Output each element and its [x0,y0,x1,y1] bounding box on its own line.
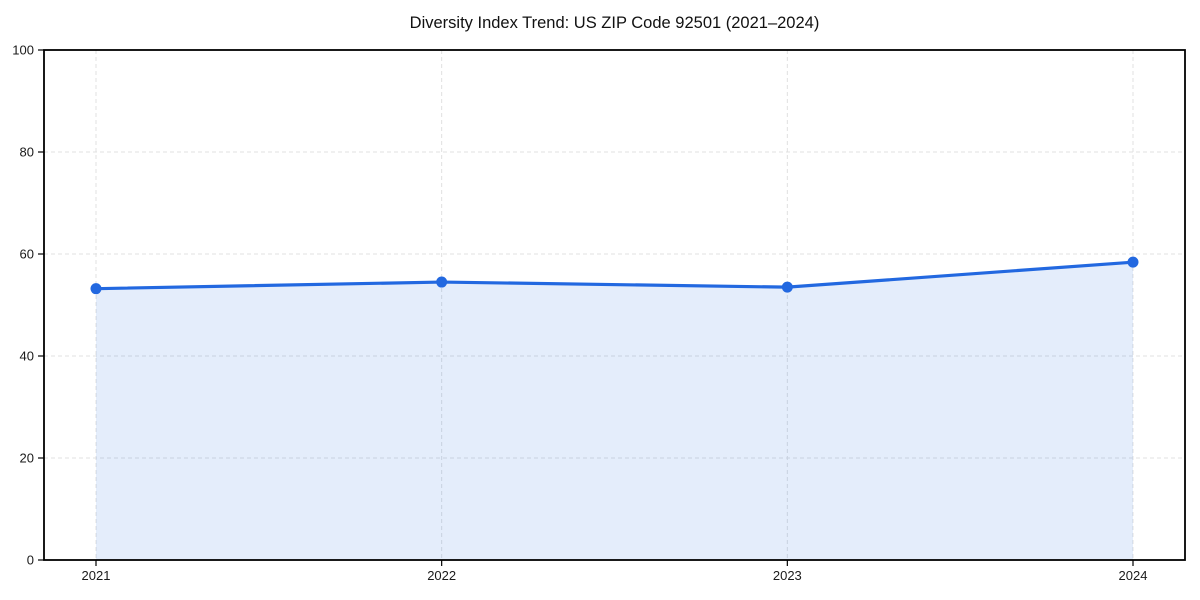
data-point-2023 [781,281,793,293]
y-axis-tick-label: 60 [20,247,34,262]
y-axis-tick-label: 20 [20,451,34,466]
data-point-2024 [1127,256,1139,268]
plot-border [43,49,1186,561]
plot-area: 0 20 40 60 80 100 2021 2022 2023 2024 [12,43,1186,583]
x-axis-tick-label: 2023 [773,568,802,583]
x-axis-tick-label: 2021 [82,568,111,583]
y-axis-tick-label: 100 [12,43,34,58]
x-axis-tick-label: 2024 [1119,568,1148,583]
y-axis-tick-label: 0 [27,553,34,568]
y-axis-tick-label: 80 [20,145,34,160]
area-fill [96,262,1133,560]
x-axis-tick-label: 2022 [427,568,456,583]
data-point-2022 [436,276,448,288]
chart-title: Diversity Index Trend: US ZIP Code 92501… [410,14,820,32]
y-axis-tick-label: 40 [20,349,34,364]
data-point-2021 [90,283,102,295]
trend-line [94,260,1135,291]
